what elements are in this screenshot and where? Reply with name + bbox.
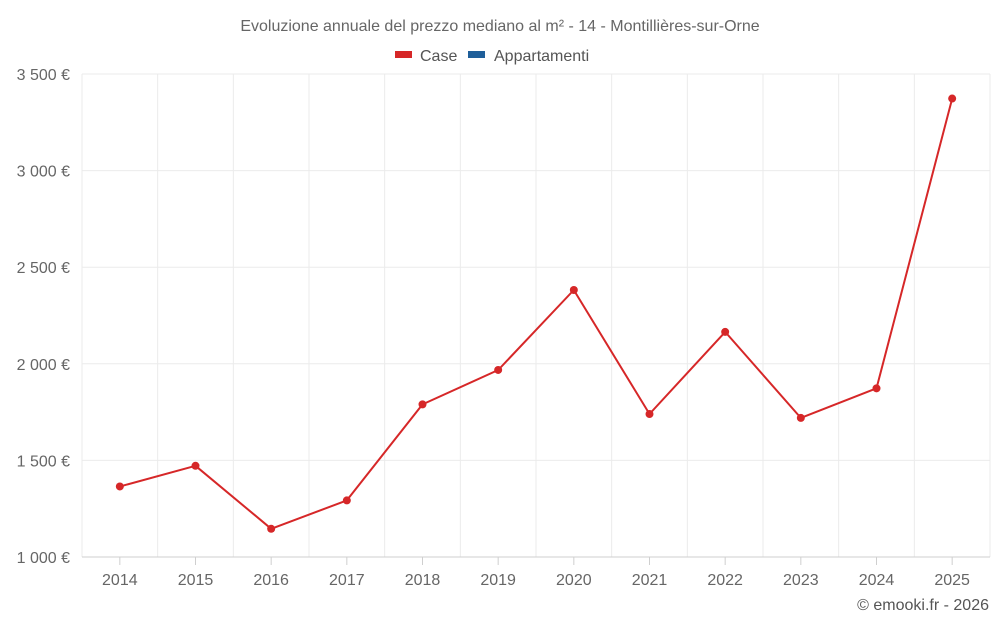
- series-line-case: [119, 98, 954, 530]
- x-axis: 2014 2015 2016 2017 2018 2019 2020 2021 2022 2023…: [82, 556, 990, 589]
- x-tick-label-2022: 2022: [707, 572, 743, 589]
- legend-swatch-case: [395, 51, 412, 58]
- legend-item-appartamenti[interactable]: Appartamenti: [468, 48, 589, 65]
- legend-item-case[interactable]: Case: [395, 48, 457, 65]
- legend-label-case: Case: [420, 48, 457, 65]
- legend-label-appartamenti: Appartamenti: [494, 48, 589, 65]
- credit-text: © emooki.fr - 2026: [857, 597, 989, 614]
- x-tick-label-2015: 2015: [178, 572, 214, 589]
- point-case-2023[interactable]: [796, 413, 805, 422]
- point-case-2017[interactable]: [342, 496, 351, 505]
- x-tick-label-2024: 2024: [859, 572, 895, 589]
- x-tick-label-2014: 2014: [102, 572, 138, 589]
- x-tick-label-2023: 2023: [783, 572, 819, 589]
- x-tick-label-2016: 2016: [253, 572, 289, 589]
- point-case-2020[interactable]: [569, 285, 578, 294]
- y-tick-label-1000: 1 000 €: [17, 550, 70, 567]
- point-case-2022[interactable]: [721, 327, 730, 336]
- y-tick-label-2500: 2 500 €: [17, 260, 70, 277]
- x-tick-label-2019: 2019: [480, 572, 516, 589]
- point-case-2014[interactable]: [115, 482, 124, 491]
- point-case-2018[interactable]: [418, 400, 427, 409]
- point-case-2024[interactable]: [872, 384, 881, 393]
- y-tick-label-1500: 1 500 €: [17, 453, 70, 470]
- y-tick-label-3000: 3 000 €: [17, 164, 70, 181]
- x-tick-label-2025: 2025: [934, 572, 970, 589]
- point-case-2016[interactable]: [267, 524, 276, 533]
- x-tick-label-2021: 2021: [632, 572, 668, 589]
- y-tick-label-2000: 2 000 €: [17, 357, 70, 374]
- y-tick-label-3500: 3 500 €: [17, 67, 70, 84]
- x-tick-label-2017: 2017: [329, 572, 365, 589]
- y-axis: 1 000 € 1 500 € 2 000 € 2 500 € 3 000 € 3 500…: [17, 67, 70, 567]
- x-tick-label-2018: 2018: [405, 572, 441, 589]
- legend[interactable]: Case Appartamenti: [395, 48, 589, 65]
- point-case-2025[interactable]: [948, 94, 957, 103]
- x-tick-label-2020: 2020: [556, 572, 592, 589]
- point-case-2015[interactable]: [191, 461, 200, 470]
- legend-swatch-appartamenti: [468, 51, 485, 58]
- grid: [81, 73, 991, 557]
- chart-title: Evoluzione annuale del prezzo mediano al…: [240, 18, 759, 35]
- point-case-2021[interactable]: [645, 410, 654, 419]
- series-case: [115, 94, 957, 533]
- point-case-2019[interactable]: [494, 365, 503, 374]
